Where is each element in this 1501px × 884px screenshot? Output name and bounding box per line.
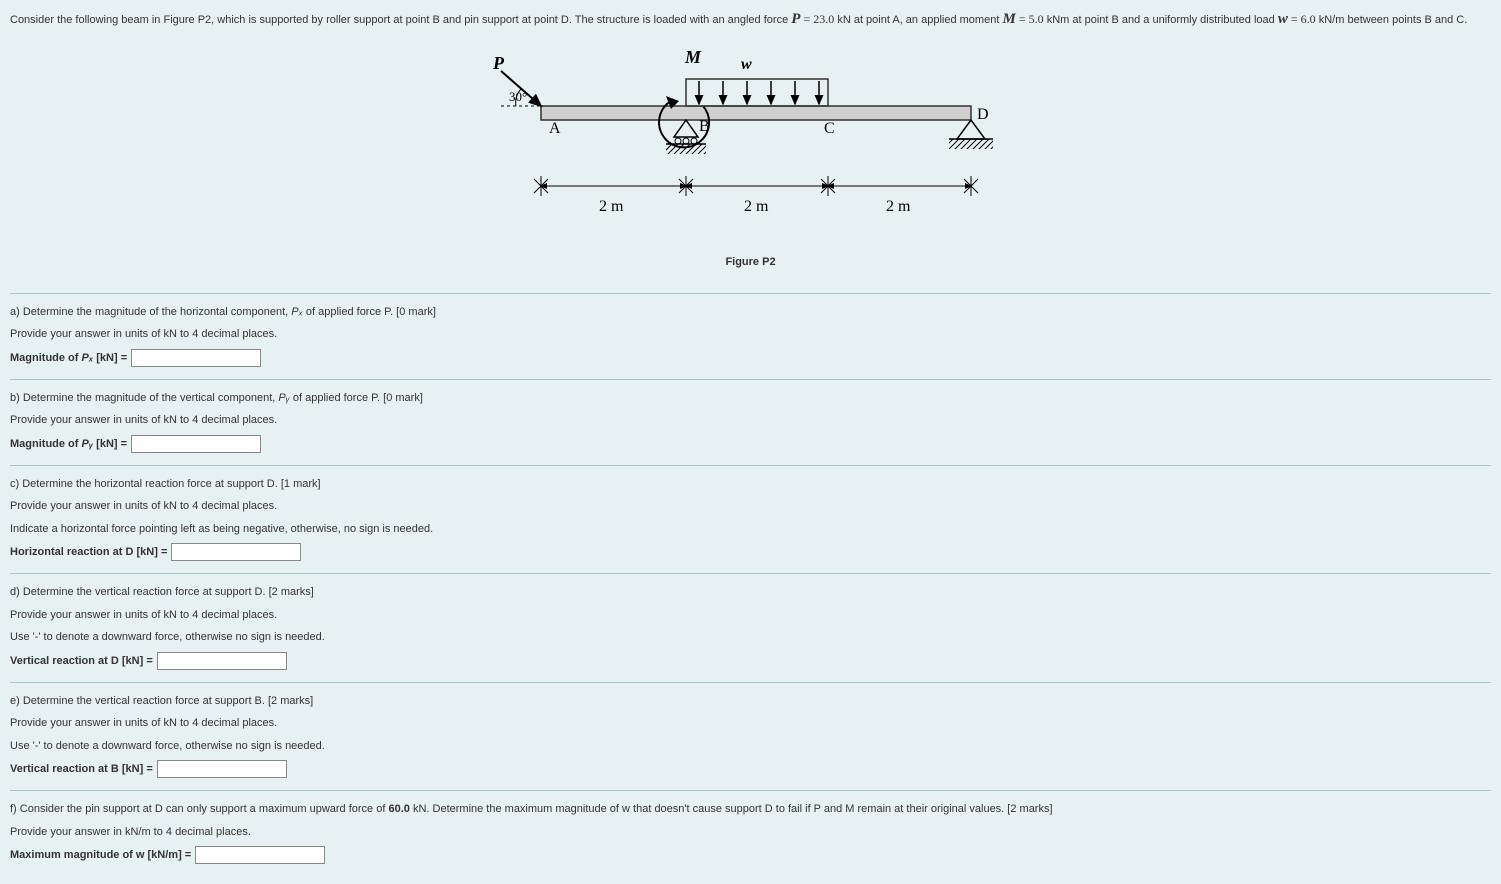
question-c: c) Determine the horizontal reaction for… <box>10 465 1491 574</box>
qe-hint1: Provide your answer in units of kN to 4 … <box>10 715 1491 732</box>
qc-hint2: Indicate a horizontal force pointing lef… <box>10 521 1491 538</box>
qb-sym: Pᵧ <box>278 392 292 404</box>
span-1: 2 m <box>599 198 624 215</box>
qb-prompt: b) Determine the magnitude of the vertic… <box>10 392 278 404</box>
question-e: e) Determine the vertical reaction force… <box>10 682 1491 791</box>
beam-diagram: P 30° M w A B <box>471 51 1031 241</box>
unit-P: kN at point A, an applied moment <box>837 14 1002 26</box>
qd-hint2: Use '-' to denote a downward force, othe… <box>10 629 1491 646</box>
question-b: b) Determine the magnitude of the vertic… <box>10 379 1491 465</box>
qf-input[interactable] <box>195 846 325 864</box>
unit-M: kNm at point B and a uniformly distribut… <box>1047 14 1278 26</box>
problem-statement: Consider the following beam in Figure P2… <box>10 8 1491 31</box>
qc-hint1: Provide your answer in units of kN to 4 … <box>10 498 1491 515</box>
qe-label: Vertical reaction at B [kN] = <box>10 763 153 775</box>
qb-label-sym: Pᵧ <box>82 438 94 450</box>
qc-input[interactable] <box>171 543 301 561</box>
qa-prompt: a) Determine the magnitude of the horizo… <box>10 306 291 318</box>
span-3: 2 m <box>886 198 911 215</box>
qe-input[interactable] <box>157 760 287 778</box>
qa-hint: Provide your answer in units of kN to 4 … <box>10 326 1491 343</box>
qa-label-sym: Pₓ <box>82 352 94 364</box>
question-f: f) Consider the pin support at D can onl… <box>10 790 1491 876</box>
label-A: A <box>549 120 561 137</box>
qd-hint1: Provide your answer in units of kN to 4 … <box>10 607 1491 624</box>
qf-hint: Provide your answer in kN/m to 4 decimal… <box>10 824 1491 841</box>
label-D: D <box>977 106 989 123</box>
qb-tail: of applied force P. [0 mark] <box>293 392 423 404</box>
label-M: M <box>684 51 702 67</box>
var-P: P <box>791 11 800 27</box>
figure-container: P 30° M w A B <box>10 51 1491 241</box>
qc-label: Horizontal reaction at D [kN] = <box>10 546 167 558</box>
qb-label-pre: Magnitude of <box>10 438 82 450</box>
qe-hint2: Use '-' to denote a downward force, othe… <box>10 738 1491 755</box>
qb-hint: Provide your answer in units of kN to 4 … <box>10 412 1491 429</box>
span-2: 2 m <box>744 198 769 215</box>
qa-tail: of applied force P. [0 mark] <box>306 306 436 318</box>
label-angle: 30° <box>509 89 527 104</box>
qa-input[interactable] <box>131 349 261 367</box>
qc-prompt: c) Determine the horizontal reaction for… <box>10 476 1491 493</box>
var-M: M <box>1002 11 1015 27</box>
qd-label: Vertical reaction at D [kN] = <box>10 655 153 667</box>
val-w: = 6.0 <box>1291 12 1316 26</box>
qf-prompt-pre: f) Consider the pin support at D can onl… <box>10 803 388 815</box>
figure-caption: Figure P2 <box>10 256 1491 268</box>
qe-prompt: e) Determine the vertical reaction force… <box>10 693 1491 710</box>
label-P: P <box>492 53 505 73</box>
label-C: C <box>824 120 835 137</box>
val-M: = 5.0 <box>1019 12 1044 26</box>
qa-label-pre: Magnitude of <box>10 352 82 364</box>
var-w: w <box>1278 11 1288 27</box>
qb-input[interactable] <box>131 435 261 453</box>
qf-prompt-post: kN. Determine the maximum magnitude of w… <box>413 803 1053 815</box>
problem-text-intro: Consider the following beam in Figure P2… <box>10 14 791 26</box>
qa-label-unit: [kN] = <box>93 352 127 364</box>
qb-label-unit: [kN] = <box>93 438 127 450</box>
question-a: a) Determine the magnitude of the horizo… <box>10 293 1491 379</box>
val-P: = 23.0 <box>803 12 834 26</box>
qd-input[interactable] <box>157 652 287 670</box>
qa-sym: Pₓ <box>291 306 306 318</box>
label-w: w <box>741 56 752 73</box>
question-d: d) Determine the vertical reaction force… <box>10 573 1491 682</box>
label-B: B <box>699 118 710 135</box>
qd-prompt: d) Determine the vertical reaction force… <box>10 584 1491 601</box>
qf-label: Maximum magnitude of w [kN/m] = <box>10 849 191 861</box>
qf-val: 60.0 <box>388 803 409 815</box>
unit-w: kN/m between points B and C. <box>1319 14 1468 26</box>
